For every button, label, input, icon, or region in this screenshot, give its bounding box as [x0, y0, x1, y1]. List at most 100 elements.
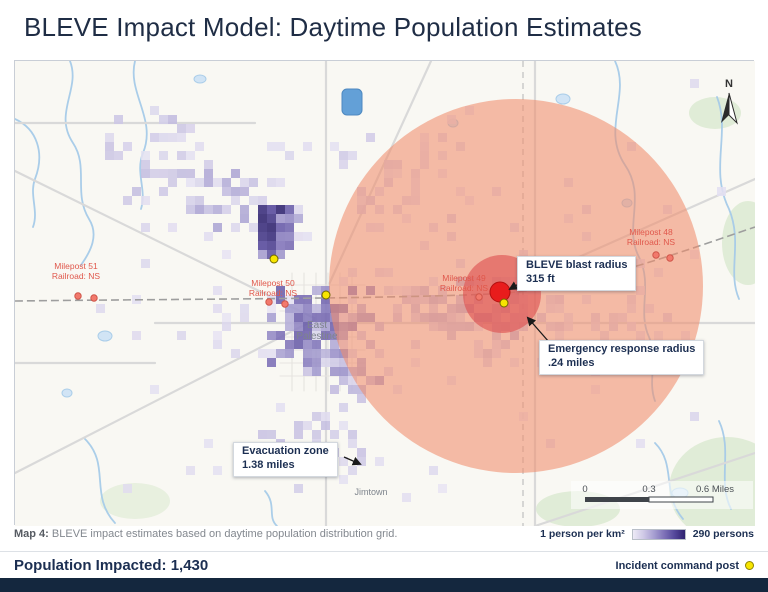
command-post-legend-label: Incident command post	[615, 559, 739, 572]
population-grid-cell	[213, 178, 222, 187]
population-grid-cell	[186, 196, 195, 205]
command-post-legend: Incident command post	[616, 560, 754, 572]
population-grid-cell	[303, 358, 312, 367]
population-grid-cell	[357, 457, 366, 466]
population-grid-cell	[123, 484, 132, 493]
population-grid-cell	[303, 322, 312, 331]
population-grid-cell	[339, 457, 348, 466]
milepost-marker	[666, 254, 674, 262]
population-grid-cell	[114, 151, 123, 160]
population-grid-cell	[267, 223, 276, 232]
population-grid-cell	[267, 430, 276, 439]
population-grid-cell	[312, 340, 321, 349]
population-grid-cell	[222, 178, 231, 187]
evacuation-leader-line	[343, 456, 362, 466]
population-grid-cell	[195, 196, 204, 205]
population-grid-cell	[267, 250, 276, 259]
population-grid-cell	[204, 160, 213, 169]
map: Milepost 51 Railroad: NS Milepost 50 Railro…	[14, 60, 755, 526]
population-grid-cell	[321, 286, 330, 295]
population-grid-cell	[240, 205, 249, 214]
population-grid-cell	[285, 295, 294, 304]
population-grid-cell	[276, 295, 285, 304]
command-post-legend-dot	[745, 561, 754, 570]
population-grid-cell	[231, 187, 240, 196]
emergency-leader-line	[526, 316, 550, 343]
population-grid-cell	[312, 331, 321, 340]
population-grid-cell	[285, 322, 294, 331]
population-grid-cell	[339, 151, 348, 160]
population-grid-cell	[276, 250, 285, 259]
population-grid-cell	[258, 250, 267, 259]
callout-evacuation-zone-title: Evacuation zone	[242, 445, 329, 457]
map-caption: Map 4: BLEVE impact estimates based on d…	[14, 528, 397, 540]
population-grid-cell	[177, 124, 186, 133]
population-grid-cell	[258, 430, 267, 439]
population-grid-cell	[276, 232, 285, 241]
population-grid-cell	[258, 349, 267, 358]
population-grid-cell	[276, 349, 285, 358]
population-grid-cell	[267, 304, 276, 313]
population-grid-cell	[303, 304, 312, 313]
milepost-label: Railroad: NS	[52, 271, 101, 281]
population-grid-cell	[717, 187, 726, 196]
population-grid-cell	[330, 367, 339, 376]
population-grid-cell	[330, 340, 339, 349]
population-impacted-label: Population Impacted:	[14, 557, 167, 574]
population-grid-cell	[168, 178, 177, 187]
population-grid-cell	[267, 214, 276, 223]
population-grid-cell	[150, 133, 159, 142]
population-grid-cell	[348, 439, 357, 448]
callout-evacuation-zone: Evacuation zone 1.38 miles	[233, 442, 338, 477]
scale-label-0: 0	[582, 484, 587, 495]
population-grid-cell	[213, 331, 222, 340]
population-grid-cell	[249, 178, 258, 187]
population-grid-cell	[105, 151, 114, 160]
population-grid-cell	[321, 304, 330, 313]
population-grid-cell	[240, 178, 249, 187]
population-grid-cell	[186, 169, 195, 178]
population-grid-cell	[303, 142, 312, 151]
population-grid-cell	[267, 178, 276, 187]
population-grid-cell	[294, 205, 303, 214]
population-grid-cell	[213, 466, 222, 475]
population-grid-cell	[276, 214, 285, 223]
population-grid-cell	[231, 169, 240, 178]
population-grid-cell	[312, 349, 321, 358]
population-grid-cell	[105, 142, 114, 151]
population-grid-cell	[159, 169, 168, 178]
population-grid-cell	[231, 349, 240, 358]
population-grid-cell	[312, 313, 321, 322]
north-arrow: N	[721, 78, 738, 125]
population-grid-cell	[213, 205, 222, 214]
population-grid-cell	[177, 133, 186, 142]
population-grid-cell	[222, 187, 231, 196]
milepost-marker	[475, 293, 483, 301]
milepost-label: Milepost 48	[629, 227, 673, 237]
population-grid-cell	[321, 358, 330, 367]
population-grid-cell	[213, 304, 222, 313]
population-grid-cell	[303, 232, 312, 241]
population-grid-cell	[276, 403, 285, 412]
population-grid-cell	[294, 232, 303, 241]
population-grid-cell	[186, 466, 195, 475]
population-grid-cell	[294, 322, 303, 331]
population-grid-cell	[141, 169, 150, 178]
population-grid-cell	[294, 304, 303, 313]
population-grid-cell	[123, 196, 132, 205]
population-grid-cell	[312, 367, 321, 376]
population-grid-cell	[132, 187, 141, 196]
population-grid-cell	[330, 331, 339, 340]
population-grid-cell	[303, 331, 312, 340]
population-grid-cell	[150, 106, 159, 115]
population-grid-cell	[321, 421, 330, 430]
population-grid-cell	[141, 151, 150, 160]
population-grid-cell	[258, 214, 267, 223]
population-impacted: Population Impacted: 1,430	[14, 557, 208, 574]
caption-row: Map 4: BLEVE impact estimates based on d…	[14, 528, 754, 540]
population-grid-cell	[276, 286, 285, 295]
town-label: Jimtown	[354, 487, 387, 497]
population-grid-cell	[276, 178, 285, 187]
population-grid-cell	[366, 133, 375, 142]
callout-emergency-response-title: Emergency response radius	[548, 343, 696, 355]
